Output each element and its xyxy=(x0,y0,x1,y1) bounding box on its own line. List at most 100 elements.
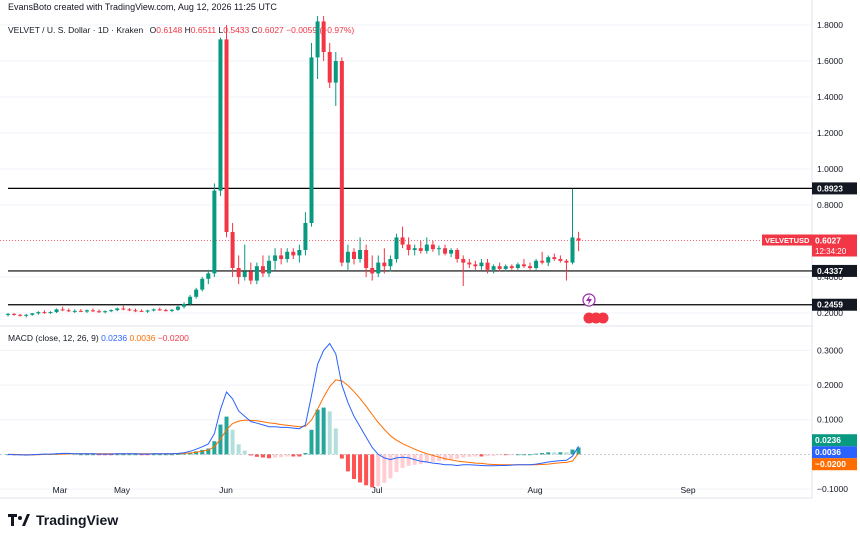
candle-body xyxy=(151,309,156,311)
macd-histogram-bar xyxy=(242,450,247,455)
macd-histogram-bar xyxy=(394,454,399,473)
price-tick-label: 1.4000 xyxy=(817,92,843,102)
macd-histogram-bar xyxy=(279,454,284,458)
macd-histogram-bar xyxy=(260,454,265,458)
candle-body xyxy=(285,251,290,259)
macd-histogram-bar xyxy=(109,454,114,456)
macd-histogram-bar xyxy=(175,454,180,455)
candle-body xyxy=(570,237,575,263)
flag-event-icon-3[interactable] xyxy=(597,312,609,324)
candle-body xyxy=(546,257,551,263)
candle-body xyxy=(515,264,520,268)
candle-body xyxy=(540,260,545,263)
macd-histogram-bar xyxy=(206,448,211,455)
macd-histogram-bar xyxy=(534,453,539,455)
candle-body xyxy=(133,310,138,312)
macd-histogram-bar xyxy=(157,454,162,456)
candle-body xyxy=(36,312,41,314)
macd-histogram-bar xyxy=(267,454,272,459)
candle-body xyxy=(455,250,460,259)
change-value: −0.0059 (−0.97%) xyxy=(286,25,355,35)
candle-body xyxy=(157,309,162,311)
macd-histogram-bar xyxy=(382,454,387,483)
macd-histogram-bar xyxy=(200,449,205,455)
price-tick-label: 1.6000 xyxy=(817,56,843,66)
ohlc-values: O0.6148 H0.6511 L0.5433 C0.6027 −0.0059 … xyxy=(149,25,355,35)
candle-body xyxy=(188,296,193,304)
macd-histogram-bar xyxy=(224,416,229,455)
macd-histogram-bar xyxy=(345,454,350,472)
candle-body xyxy=(351,251,356,259)
macd-histogram-bar xyxy=(558,452,563,455)
macd-histogram-bar xyxy=(248,454,253,456)
candle-body xyxy=(528,266,533,268)
candle-body xyxy=(327,52,332,83)
macd-value-badge-label: −0.0200 xyxy=(815,459,846,469)
high-value: 0.6511 xyxy=(190,25,217,35)
level-badge-label: 0.4337 xyxy=(817,266,843,276)
macd-histogram-bar xyxy=(491,454,496,456)
price-tick-label: 1.0000 xyxy=(817,164,843,174)
open-value: 0.6148 xyxy=(156,25,183,35)
candle-body xyxy=(491,266,496,270)
candle-body xyxy=(418,248,423,251)
event-markers[interactable] xyxy=(582,293,609,324)
candle-body xyxy=(503,266,508,269)
macd-histogram-bar xyxy=(273,454,278,458)
price-axis: 1.8000 1.6000 1.4000 1.2000 1.0000 0.8000 0.40… xyxy=(817,20,843,318)
candle-body xyxy=(406,244,411,250)
macd-tick-label: −0.1000 xyxy=(817,484,848,494)
hist-value: −0.0200 xyxy=(157,333,189,343)
candle-body xyxy=(534,260,539,268)
macd-histogram-bar xyxy=(169,454,174,456)
candle-body xyxy=(48,312,53,314)
candle-body xyxy=(115,308,120,311)
macd-histogram-bar xyxy=(121,454,126,456)
macd-tick-label: 0.1000 xyxy=(817,415,843,425)
macd-histogram-bar xyxy=(321,407,326,455)
candles xyxy=(6,16,581,318)
candle-body xyxy=(576,238,581,241)
candle-body xyxy=(279,255,284,259)
candle-body xyxy=(449,250,454,254)
macd-histogram-bar xyxy=(443,454,448,461)
candle-body xyxy=(182,304,187,307)
macd-histogram-bar xyxy=(388,454,393,479)
candle-body xyxy=(175,306,180,310)
horizontal-levels: 0.8923 0.4337 0.2459 xyxy=(8,182,857,311)
candle-body xyxy=(84,310,89,312)
candle-body xyxy=(509,266,514,268)
chart-credit: EvansBoto created with TradingView.com, … xyxy=(8,2,277,12)
time-tick-label: Mar xyxy=(53,485,68,495)
macd-histogram-bar xyxy=(103,454,108,456)
candle-body xyxy=(309,57,314,224)
lightning-icon xyxy=(586,295,592,305)
macd-pane xyxy=(6,342,581,488)
macd-histogram-bar xyxy=(127,454,132,456)
candle-body xyxy=(212,190,217,274)
candle-body xyxy=(297,250,302,256)
close-value: 0.6027 xyxy=(257,25,284,35)
macd-histogram-bar xyxy=(72,454,77,456)
macd-histogram-bar xyxy=(497,454,502,456)
candle-body xyxy=(78,310,83,312)
candle-body xyxy=(443,248,448,254)
candle-body xyxy=(558,259,563,261)
macd-histogram-bar xyxy=(84,454,89,456)
candle-body xyxy=(321,21,326,52)
candle-body xyxy=(339,61,344,263)
candle-body xyxy=(24,314,29,316)
tradingview-logo-icon xyxy=(8,514,30,526)
candle-body xyxy=(194,289,199,297)
candle-body xyxy=(139,310,144,312)
macd-histogram-bar xyxy=(552,452,557,455)
candle-body xyxy=(382,262,387,267)
macd-value-badge xyxy=(812,458,857,471)
macd-histogram-bar xyxy=(570,449,575,455)
price-tick-label: 0.2000 xyxy=(817,308,843,318)
macd-line xyxy=(7,342,580,467)
macd-histogram-bar xyxy=(230,429,235,455)
grid-lines xyxy=(0,24,812,490)
